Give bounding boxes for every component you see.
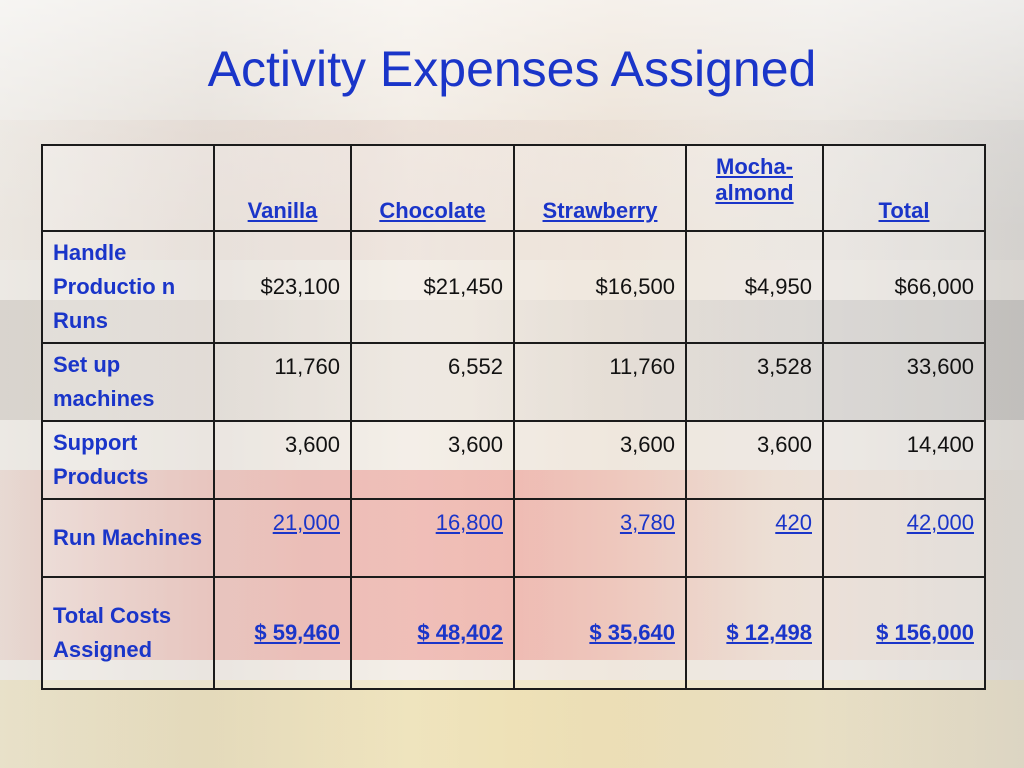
- header-chocolate: Chocolate: [350, 144, 515, 232]
- cell-value: $21,450: [350, 230, 515, 344]
- slide-title: Activity Expenses Assigned: [207, 41, 817, 97]
- cell-value: 420: [685, 498, 824, 578]
- cell-value: 3,528: [685, 342, 824, 422]
- header-vanilla: Vanilla: [213, 144, 352, 232]
- table-row: Handle Productio n Runs $23,100 $21,450 …: [41, 230, 986, 344]
- header-mocha-almond: Mocha-almond: [685, 144, 824, 232]
- cell-value: $4,950: [685, 230, 824, 344]
- cell-value: 42,000: [822, 498, 986, 578]
- header-strawberry: Strawberry: [513, 144, 687, 232]
- cell-value: $16,500: [513, 230, 687, 344]
- row-label: Total Costs Assigned: [41, 576, 215, 690]
- header-row: Vanilla Chocolate Strawberry Mocha-almon…: [41, 144, 986, 232]
- table-row: Support Products 3,600 3,600 3,600 3,600…: [41, 420, 986, 500]
- cell-value: 3,600: [350, 420, 515, 500]
- cell-total: $ 59,460: [213, 576, 352, 690]
- cell-value: 16,800: [350, 498, 515, 578]
- cell-value: 33,600: [822, 342, 986, 422]
- header-corner: [41, 144, 215, 232]
- cell-total: $ 48,402: [350, 576, 515, 690]
- row-label: Handle Productio n Runs: [41, 230, 215, 344]
- cell-value: 21,000: [213, 498, 352, 578]
- row-label: Set up machines: [41, 342, 215, 422]
- cell-value: 3,600: [213, 420, 352, 500]
- cell-value: 14,400: [822, 420, 986, 500]
- cell-value: 11,760: [513, 342, 687, 422]
- row-label: Support Products: [41, 420, 215, 500]
- expenses-table: Vanilla Chocolate Strawberry Mocha-almon…: [41, 144, 986, 690]
- table-row: Set up machines 11,760 6,552 11,760 3,52…: [41, 342, 986, 422]
- cell-value: 3,780: [513, 498, 687, 578]
- row-label: Run Machines: [41, 498, 215, 578]
- cell-value: 3,600: [685, 420, 824, 500]
- cell-value: $23,100: [213, 230, 352, 344]
- cell-total: $ 35,640: [513, 576, 687, 690]
- cell-value: 11,760: [213, 342, 352, 422]
- header-total: Total: [822, 144, 986, 232]
- cell-value: 6,552: [350, 342, 515, 422]
- table-row: Run Machines 21,000 16,800 3,780 420 42,…: [41, 498, 986, 578]
- background-streak: [0, 680, 1024, 768]
- cell-value: $66,000: [822, 230, 986, 344]
- table-row-total: Total Costs Assigned $ 59,460 $ 48,402 $…: [41, 576, 986, 690]
- cell-total: $ 12,498: [685, 576, 824, 690]
- cell-value: 3,600: [513, 420, 687, 500]
- cell-total: $ 156,000: [822, 576, 986, 690]
